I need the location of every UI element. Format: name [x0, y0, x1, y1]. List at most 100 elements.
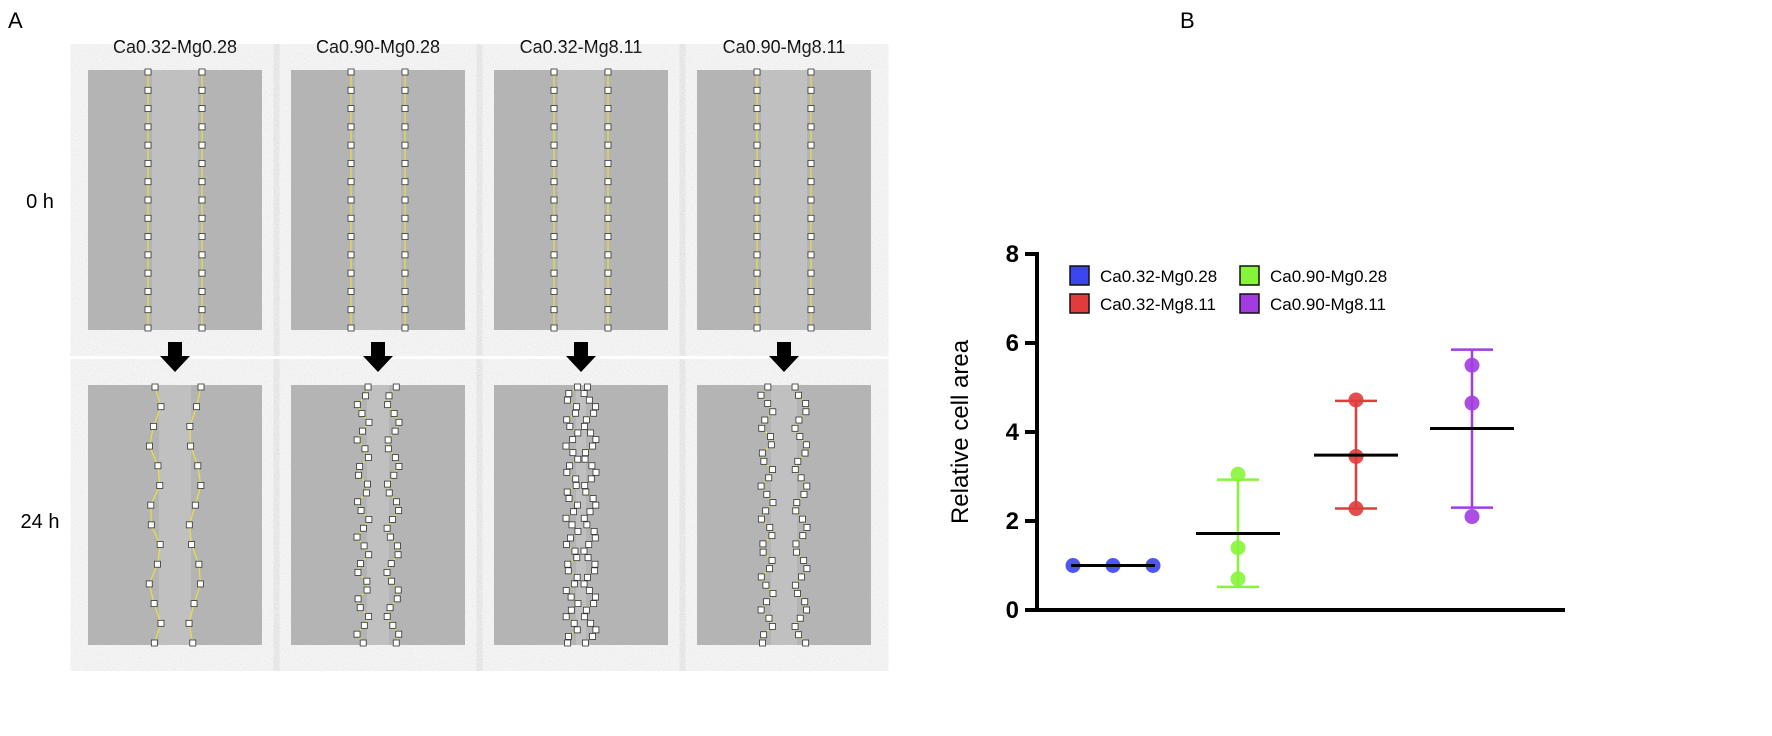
- outline-marker: [799, 532, 807, 540]
- outline-marker: [566, 462, 574, 470]
- outline-marker: [357, 507, 365, 514]
- outline-marker: [757, 606, 765, 614]
- outline-marker: [796, 614, 804, 622]
- outline-marker: [589, 442, 596, 450]
- outline-marker: [156, 541, 164, 548]
- wound-outline-left: [565, 386, 579, 644]
- outline-marker: [562, 442, 570, 450]
- outline-marker: [767, 433, 774, 440]
- outline-marker: [753, 288, 761, 295]
- outline-marker: [592, 436, 600, 443]
- outline-marker: [383, 524, 391, 532]
- outline-marker: [767, 441, 775, 449]
- column-title: Ca0.32-Mg8.11: [520, 37, 643, 57]
- outline-marker: [401, 269, 409, 277]
- outline-marker: [347, 178, 355, 186]
- outline-marker: [802, 408, 810, 416]
- outline-marker: [604, 68, 612, 76]
- outline-marker: [347, 306, 355, 314]
- outline-marker: [604, 288, 612, 295]
- outline-marker: [766, 565, 773, 573]
- outline-marker: [562, 613, 570, 621]
- outline-marker: [769, 466, 776, 473]
- down-arrow-icon: [363, 342, 393, 372]
- outline-marker: [156, 482, 164, 489]
- outline-marker: [590, 600, 598, 608]
- outline-marker: [587, 429, 595, 437]
- outline-marker: [795, 631, 803, 639]
- outline-marker: [347, 214, 355, 222]
- outline-marker: [570, 619, 578, 627]
- data-point: [1230, 466, 1246, 482]
- y-tick-label: 8: [1006, 241, 1019, 268]
- y-tick-label: 2: [1006, 508, 1019, 535]
- outline-marker: [187, 442, 195, 450]
- outline-marker: [590, 409, 598, 417]
- outline-marker: [574, 383, 581, 391]
- outline-marker: [564, 567, 572, 575]
- outline-marker: [753, 233, 761, 240]
- outline-marker: [347, 324, 355, 332]
- outline-marker: [145, 580, 153, 588]
- data-point: [1348, 501, 1364, 517]
- outline-marker: [592, 403, 599, 411]
- outline-marker: [353, 533, 361, 541]
- outline-marker: [584, 554, 592, 562]
- outline-marker: [198, 288, 206, 295]
- outline-marker: [568, 521, 576, 529]
- outline-marker: [795, 416, 803, 424]
- outline-marker: [390, 471, 398, 479]
- outline-marker: [604, 269, 612, 277]
- outline-marker: [582, 416, 590, 424]
- outline-marker: [389, 516, 396, 523]
- legend-swatch: [1069, 265, 1090, 286]
- outline-marker: [765, 474, 773, 482]
- outline-marker: [198, 178, 206, 186]
- outline-marker: [604, 86, 612, 94]
- outline-marker: [144, 68, 152, 76]
- legend-label: Ca0.90-Mg8.11: [1270, 295, 1386, 314]
- outline-marker: [144, 141, 152, 149]
- outline-marker: [753, 178, 761, 186]
- outline-marker: [807, 306, 815, 314]
- legend-swatch: [1239, 293, 1260, 314]
- outline-marker: [604, 123, 612, 131]
- outline-marker: [401, 214, 409, 222]
- data-point: [1230, 540, 1246, 556]
- outline-marker: [401, 160, 409, 167]
- outline-marker: [354, 498, 362, 506]
- outline-marker: [550, 251, 558, 259]
- outline-marker: [347, 269, 355, 277]
- outline-marker: [588, 462, 596, 470]
- outline-marker: [394, 586, 402, 594]
- outline-marker: [395, 463, 403, 470]
- outline-marker: [347, 251, 355, 259]
- data-point: [1464, 395, 1480, 411]
- outline-marker: [392, 639, 400, 647]
- outline-marker: [144, 306, 152, 314]
- outline-marker: [582, 639, 589, 647]
- wound-gap: [558, 70, 604, 330]
- outline-marker: [147, 521, 155, 529]
- down-arrow-icon: [160, 342, 190, 372]
- outline-marker: [572, 482, 580, 489]
- outline-marker: [574, 455, 582, 463]
- outline-marker: [383, 568, 391, 576]
- outline-marker: [562, 514, 570, 522]
- outline-marker: [144, 324, 152, 332]
- outline-marker: [150, 422, 157, 430]
- outline-marker: [604, 105, 612, 112]
- outline-marker: [802, 639, 810, 647]
- outline-marker: [197, 580, 204, 588]
- series-Ca0.90-Mg8.11: [1430, 348, 1514, 525]
- outline-marker: [193, 403, 201, 411]
- outline-marker: [799, 515, 806, 523]
- outline-marker: [197, 383, 205, 391]
- outline-marker: [354, 595, 362, 603]
- outline-marker: [590, 528, 598, 535]
- outline-marker: [385, 392, 393, 400]
- wound-gap: [152, 70, 198, 330]
- outline-marker: [550, 105, 558, 112]
- outline-marker: [550, 160, 558, 167]
- outline-marker: [572, 409, 579, 417]
